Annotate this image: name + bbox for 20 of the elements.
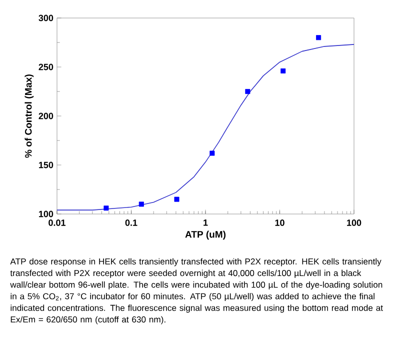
y-tick-label: 100 — [39, 210, 54, 218]
point — [245, 89, 250, 94]
text: ATP dose response in HEK cells transiently transfected with P2X receptor. HEK cells transiently transfected with P2X receptor were seeded overnight at 40,000 cells/100 µL/well in a black wall/clear bottom 96-well plate. The cells were incubated with 100 µL of the dye-loading solution in a 5% CO$_{2}$, 37 °C incubator for 60 minutes. ATP (50 µL/well) was added to achieve the final indicated concentrations. The fluorescence signal was measured using the bottom read mode at Ex/Em = 620/650 nm (cutoff at 630 nm). — [10, 258, 383, 324]
x-tick-label: 10 — [275, 220, 284, 226]
point — [280, 68, 286, 74]
point — [138, 202, 144, 207]
y-tick-label: 150 — [39, 162, 54, 168]
x-tick-label: 100 — [347, 220, 362, 226]
x-tick-label: 0.1 — [125, 220, 138, 226]
y-tick-label: 250 — [38, 64, 54, 70]
point — [210, 150, 215, 156]
x-tick-label: 1 — [204, 220, 208, 226]
x-tick-label: 0.01 — [48, 220, 66, 226]
x-axis-title: ATP (uM) — [185, 230, 226, 240]
y-axis-title: % of Control (Max) — [24, 74, 34, 158]
point — [104, 206, 109, 211]
point — [174, 196, 180, 202]
y-tick-label: 300 — [38, 14, 54, 22]
y-tick-label: 200 — [38, 112, 54, 120]
point — [316, 35, 322, 40]
